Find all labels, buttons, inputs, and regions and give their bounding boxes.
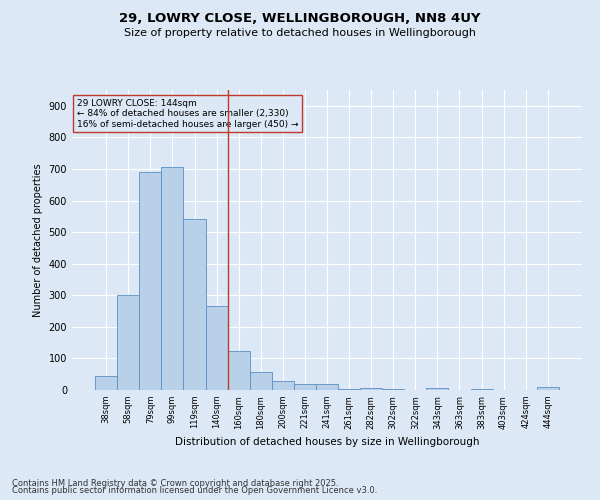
Bar [95, 376, 117, 390]
Bar [206, 306, 227, 390]
Y-axis label: Number of detached properties: Number of detached properties [33, 163, 43, 317]
Text: 29 LOWRY CLOSE: 144sqm
← 84% of detached houses are smaller (2,330)
16% of semi-: 29 LOWRY CLOSE: 144sqm ← 84% of detached… [77, 99, 299, 129]
Bar [272, 382, 294, 390]
Bar [161, 168, 184, 390]
Text: 29, LOWRY CLOSE, WELLINGBOROUGH, NN8 4UY: 29, LOWRY CLOSE, WELLINGBOROUGH, NN8 4UY [119, 12, 481, 26]
Bar [294, 384, 316, 390]
Text: Contains public sector information licensed under the Open Government Licence v3: Contains public sector information licen… [12, 486, 377, 495]
Bar [316, 384, 338, 390]
X-axis label: Distribution of detached houses by size in Wellingborough: Distribution of detached houses by size … [175, 437, 479, 447]
Bar [139, 172, 161, 390]
Text: Size of property relative to detached houses in Wellingborough: Size of property relative to detached ho… [124, 28, 476, 38]
Text: Contains HM Land Registry data © Crown copyright and database right 2025.: Contains HM Land Registry data © Crown c… [12, 478, 338, 488]
Bar [360, 388, 382, 390]
Bar [117, 296, 139, 390]
Bar [184, 220, 206, 390]
Bar [250, 372, 272, 390]
Bar [227, 350, 250, 390]
Bar [537, 388, 559, 390]
Bar [427, 388, 448, 390]
